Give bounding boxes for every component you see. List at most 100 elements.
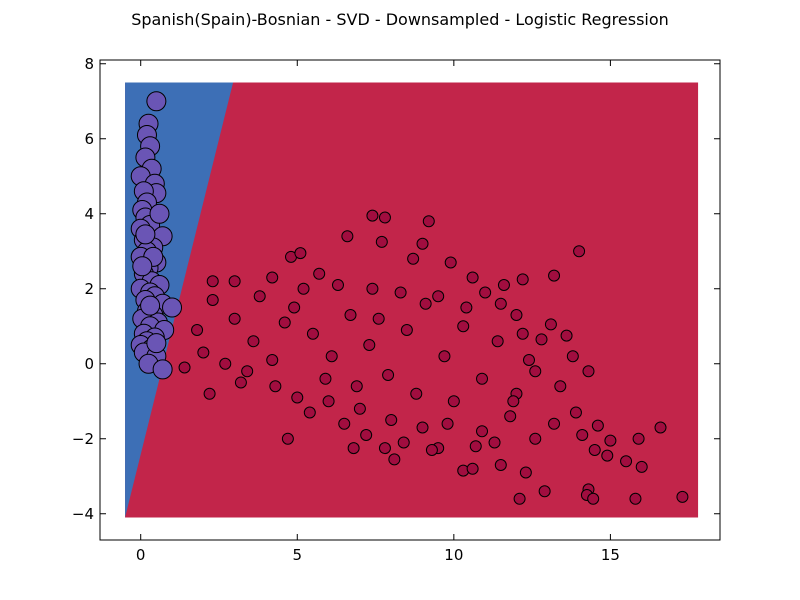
red-data-point — [416, 237, 429, 250]
red-data-point — [635, 460, 648, 473]
red-data-point — [372, 312, 385, 325]
red-data-point — [632, 432, 645, 445]
red-data-point — [588, 444, 601, 456]
red-data-point — [457, 320, 470, 333]
red-data-point — [294, 247, 307, 260]
blue-data-point — [162, 297, 183, 318]
blue-data-point — [132, 256, 153, 277]
red-data-point — [447, 395, 460, 408]
x-axis: 0 5 10 15 — [136, 60, 620, 564]
blue-data-point — [146, 91, 167, 112]
red-data-point — [676, 490, 689, 503]
red-data-point — [519, 466, 532, 479]
red-data-point — [219, 357, 232, 370]
y-tick-label: 4 — [84, 205, 94, 223]
red-data-point — [504, 410, 517, 423]
red-data-point — [278, 316, 291, 329]
red-data-point — [491, 335, 504, 348]
red-data-point — [544, 318, 557, 331]
x-tick-label: 15 — [601, 546, 620, 564]
red-data-point — [488, 436, 501, 449]
red-data-point — [494, 297, 507, 310]
red-data-point — [425, 444, 438, 456]
red-data-point — [291, 391, 304, 404]
red-data-point — [388, 453, 401, 466]
red-data-point — [548, 269, 561, 282]
red-data-point — [375, 235, 388, 248]
red-data-point — [510, 309, 523, 321]
red-data-point — [466, 271, 479, 284]
red-data-point — [466, 462, 479, 475]
red-data-point — [422, 215, 435, 228]
red-data-point — [378, 211, 391, 224]
x-tick-label: 0 — [136, 546, 146, 564]
y-axis: −4 −2 0 2 4 6 8 — [72, 55, 720, 523]
blue-data-point — [146, 333, 167, 354]
red-data-point — [601, 449, 614, 462]
red-data-point — [191, 324, 204, 336]
y-tick-label: 8 — [84, 55, 94, 73]
red-data-point — [620, 455, 633, 468]
red-data-point — [397, 436, 410, 449]
red-data-point — [522, 354, 535, 366]
red-data-point — [266, 354, 279, 366]
red-data-point — [494, 459, 507, 471]
red-data-point — [554, 380, 567, 393]
y-tick-label: −4 — [72, 505, 94, 523]
red-data-point — [476, 372, 489, 385]
red-data-point — [322, 395, 335, 408]
red-data-point — [538, 485, 551, 498]
red-data-point — [234, 376, 247, 389]
red-data-point — [516, 273, 529, 286]
red-data-point — [469, 440, 482, 453]
red-data-point — [416, 421, 429, 434]
red-data-point — [529, 365, 542, 378]
red-data-point — [516, 327, 529, 340]
y-tick-label: 2 — [84, 280, 94, 298]
red-data-point — [228, 275, 241, 288]
red-data-point — [303, 406, 316, 419]
red-class-points — [178, 209, 689, 505]
red-data-point — [535, 333, 548, 346]
y-tick-label: −2 — [72, 430, 94, 448]
red-data-point — [410, 387, 423, 400]
red-data-point — [206, 294, 219, 306]
red-data-point — [529, 432, 542, 445]
red-data-point — [460, 301, 473, 314]
red-data-point — [247, 335, 260, 348]
red-data-point — [378, 442, 391, 455]
red-data-point — [313, 267, 326, 280]
red-data-point — [178, 361, 191, 374]
red-data-point — [407, 252, 420, 265]
red-data-point — [350, 380, 363, 393]
red-data-point — [507, 395, 520, 408]
red-data-point — [266, 271, 279, 284]
red-data-point — [591, 419, 604, 432]
red-data-point — [438, 350, 451, 363]
red-data-point — [444, 256, 457, 269]
red-data-point — [360, 429, 373, 441]
red-data-point — [297, 282, 310, 295]
blue-data-point — [149, 203, 170, 224]
red-data-point — [441, 417, 454, 430]
red-data-point — [582, 365, 595, 378]
red-data-point — [347, 442, 360, 455]
red-data-point — [338, 417, 351, 430]
red-data-point — [325, 350, 338, 363]
red-data-point — [203, 387, 216, 400]
red-data-point — [366, 209, 379, 222]
red-data-point — [366, 282, 379, 295]
red-data-point — [566, 350, 579, 363]
red-data-point — [228, 312, 241, 325]
blue-data-point — [152, 359, 173, 380]
x-tick-label: 5 — [292, 546, 302, 564]
red-data-point — [288, 301, 301, 314]
red-data-point — [419, 297, 432, 310]
red-data-point — [306, 327, 319, 340]
decision-regions — [125, 82, 699, 518]
red-data-point — [629, 492, 642, 505]
y-tick-label: 6 — [84, 130, 94, 148]
red-data-point — [587, 492, 600, 505]
red-data-point — [569, 406, 582, 419]
